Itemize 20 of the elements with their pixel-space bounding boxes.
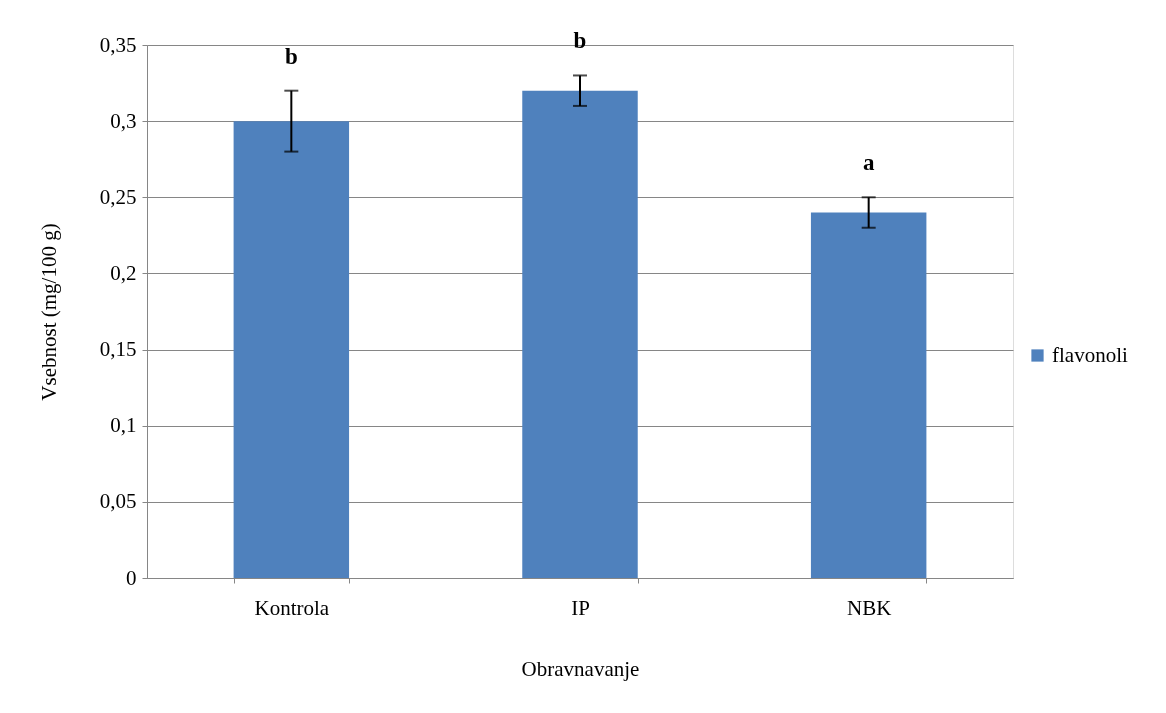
y-tick-label: 0,35	[99, 32, 137, 57]
y-tick-label: 0,3	[110, 108, 137, 133]
y-tick-label: 0,15	[99, 337, 137, 362]
x-tick-label: IP	[571, 595, 590, 620]
y-tick-label: 0,2	[110, 260, 137, 285]
annotation: b	[573, 28, 587, 54]
bar	[810, 212, 927, 578]
legend-label: flavonoli	[1052, 342, 1128, 367]
x-tick-label: Kontrola	[254, 595, 330, 620]
bar	[233, 121, 350, 578]
y-tick-label: 0,25	[99, 184, 137, 209]
y-tick-label: 0	[126, 565, 137, 590]
x-tick-label: NBK	[846, 595, 892, 620]
y-tick-label: 0,1	[110, 413, 137, 438]
bar	[522, 90, 638, 578]
annotation: b	[284, 43, 298, 69]
y-axis-title: Vsebnost (mg/100 g)	[36, 223, 61, 401]
y-tick-label: 0,05	[99, 489, 137, 514]
annotation: a	[862, 150, 875, 176]
x-axis-title: Obravnavanje	[521, 656, 640, 681]
